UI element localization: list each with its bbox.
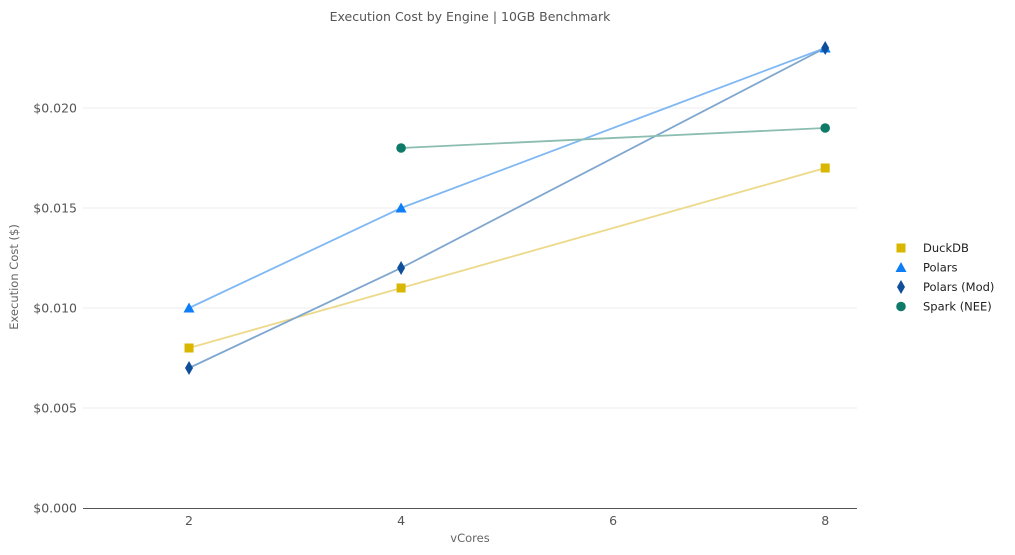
series-markers xyxy=(183,41,831,375)
y-tick-label: $0.010 xyxy=(33,301,77,316)
data-point-duckdb xyxy=(184,343,194,353)
chart-title: Execution Cost by Engine | 10GB Benchmar… xyxy=(330,9,611,24)
data-point-spark-nee xyxy=(396,143,406,153)
x-axis-label: vCores xyxy=(450,531,489,545)
y-tick-labels: $0.000 $0.005 $0.010 $0.015 $0.020 xyxy=(33,101,77,516)
data-point-duckdb xyxy=(396,283,406,293)
legend-label-duckdb: DuckDB xyxy=(923,241,969,255)
legend: DuckDB Polars Polars (Mod) Spark (NEE) xyxy=(895,241,994,314)
y-tick-label: $0.020 xyxy=(33,101,77,116)
data-point-spark-nee xyxy=(820,123,830,133)
series-line-polars xyxy=(188,47,826,309)
y-tick-label: $0.015 xyxy=(33,201,77,216)
x-tick-label: 4 xyxy=(397,513,405,528)
grid-lines xyxy=(83,107,857,409)
series-line-spark-nee xyxy=(401,127,826,149)
x-tick-labels: 2 4 6 8 xyxy=(185,513,829,528)
data-point-polars-mod xyxy=(821,41,830,55)
x-tick-label: 8 xyxy=(821,513,829,528)
y-tick-label: $0.005 xyxy=(33,401,77,416)
data-point-polars-mod xyxy=(185,361,194,375)
data-point-polars xyxy=(183,302,195,313)
legend-marker-spark-nee xyxy=(896,301,906,312)
legend-label-spark-nee: Spark (NEE) xyxy=(923,300,992,314)
y-axis-label: Execution Cost ($) xyxy=(7,224,21,330)
legend-label-polars-mod: Polars (Mod) xyxy=(923,280,994,294)
legend-marker-duckdb xyxy=(896,243,906,253)
x-tick-label: 2 xyxy=(185,513,193,528)
data-point-polars-mod xyxy=(397,261,406,275)
legend-marker-polars xyxy=(895,262,907,272)
series-line-duckdb xyxy=(188,167,826,349)
data-point-polars xyxy=(395,202,407,213)
legend-label-polars: Polars xyxy=(923,261,958,275)
legend-marker-polars-mod xyxy=(897,280,905,294)
y-tick-label: $0.000 xyxy=(33,501,77,516)
data-point-duckdb xyxy=(820,163,830,173)
x-tick-label: 6 xyxy=(609,513,617,528)
